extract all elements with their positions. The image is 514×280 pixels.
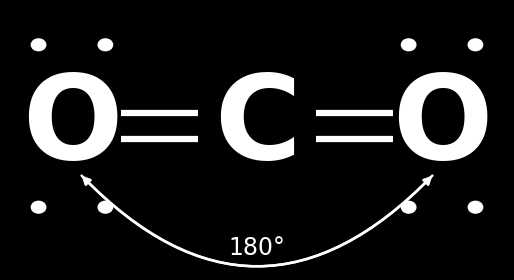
Ellipse shape xyxy=(468,39,483,51)
Ellipse shape xyxy=(31,39,46,51)
Text: C: C xyxy=(214,69,300,183)
Text: O: O xyxy=(22,69,122,183)
Ellipse shape xyxy=(401,39,416,51)
Text: 180°: 180° xyxy=(229,236,285,260)
Ellipse shape xyxy=(401,201,416,213)
Ellipse shape xyxy=(468,201,483,213)
Ellipse shape xyxy=(98,201,113,213)
Ellipse shape xyxy=(98,39,113,51)
Ellipse shape xyxy=(31,201,46,213)
Text: O: O xyxy=(392,69,492,183)
